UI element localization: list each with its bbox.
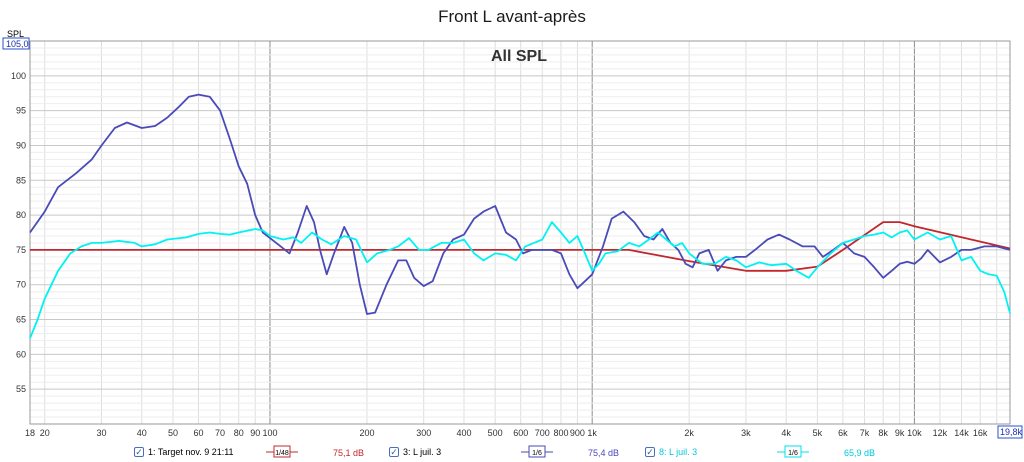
y-tick-label: 90 xyxy=(16,140,26,150)
x-tick-label: 12k xyxy=(933,428,948,438)
x-tick-label: 7k xyxy=(860,428,870,438)
checkbox-checked-icon[interactable]: ✓ xyxy=(134,446,144,457)
x-tick-label: 70 xyxy=(215,428,225,438)
y-max-box[interactable] xyxy=(2,37,30,50)
series-line-1 xyxy=(30,221,1011,272)
chart-title: All SPL xyxy=(491,48,547,65)
x-tick-label: 400 xyxy=(456,428,471,438)
y-tick-label: 80 xyxy=(16,210,26,220)
smoothing-label: 1/6 xyxy=(532,450,542,457)
x-tick-label: 1k xyxy=(587,428,597,438)
y-tick-label: 100 xyxy=(11,71,26,81)
x-max-value[interactable]: 19,8k xyxy=(1000,427,1023,437)
x-tick-label: 20 xyxy=(40,428,50,438)
x-tick-label: 18 xyxy=(25,428,35,438)
legend-item-l-juil-3-a[interactable]: ✓ 3: L juil. 3 xyxy=(389,447,441,457)
y-axis: SPL 105,0 55 60 65 70 75 80 85 90 95 100 xyxy=(2,29,30,394)
y-tick-label: 75 xyxy=(16,245,26,255)
legend-series-name: 1: Target nov. 9 21:11 xyxy=(148,447,234,457)
x-max-box[interactable] xyxy=(997,425,1023,439)
series xyxy=(29,93,1011,339)
x-tick-label: 30 xyxy=(96,428,106,438)
x-tick-label: 50 xyxy=(168,428,178,438)
x-tick-label: 300 xyxy=(416,428,431,438)
grid xyxy=(30,41,1010,424)
plot-frame xyxy=(29,40,1011,425)
x-tick-label: 900 xyxy=(570,428,585,438)
x-tick-label: 80 xyxy=(234,428,244,438)
x-tick-label: 10k xyxy=(907,428,922,438)
y-tick-label: 60 xyxy=(16,349,26,359)
legend-item-target[interactable]: ✓ 1: Target nov. 9 21:11 xyxy=(134,447,234,457)
y-tick-label: 85 xyxy=(16,175,26,185)
smoothing-selector-target[interactable]: 1/48 xyxy=(266,445,298,458)
smoothing-selector-l-juil-3-b[interactable]: 1/6 xyxy=(777,445,809,458)
x-tick-label: 5k xyxy=(813,428,823,438)
spl-chart[interactable]: SPL 105,0 55 60 65 70 75 80 85 90 95 100 18 20 30 40… xyxy=(0,0,1024,444)
legend-item-l-juil-3-b[interactable]: ✓ 8: L juil. 3 xyxy=(645,447,697,457)
x-tick-label: 600 xyxy=(513,428,528,438)
x-tick-label: 8k xyxy=(878,428,888,438)
checkbox-checked-icon[interactable]: ✓ xyxy=(389,446,399,457)
x-tick-label: 700 xyxy=(535,428,550,438)
smoothing-selector-l-juil-3-a[interactable]: 1/6 xyxy=(521,445,553,458)
smoothing-label: 1/6 xyxy=(788,450,798,457)
x-tick-label: 40 xyxy=(137,428,147,438)
x-tick-label: 800 xyxy=(553,428,568,438)
x-tick-label: 16k xyxy=(973,428,988,438)
checkbox-checked-icon[interactable]: ✓ xyxy=(645,446,655,457)
x-axis: 18 20 30 40 50 60 70 80 90 100 200 300 400 500 600 700 8… xyxy=(25,428,988,438)
legend-series-value: 65,9 dB xyxy=(844,448,876,458)
window-title: Front L avant-après xyxy=(438,7,586,26)
y-tick-label: 95 xyxy=(16,106,26,116)
x-tick-label: 6k xyxy=(838,428,848,438)
x-tick-label: 4k xyxy=(781,428,791,438)
series-line-3 xyxy=(29,221,1011,339)
y-axis-label: SPL xyxy=(7,29,24,39)
legend-series-value: 75,4 dB xyxy=(588,448,620,458)
series-line-2 xyxy=(29,93,1011,315)
x-tick-label: 100 xyxy=(262,428,277,438)
x-tick-label: 500 xyxy=(488,428,503,438)
legend: ✓ 1: Target nov. 9 21:11 1/48 75,1 dB ✓ … xyxy=(0,444,1024,462)
smoothing-label: 1/48 xyxy=(275,450,289,457)
legend-series-name: 8: L juil. 3 xyxy=(659,447,698,457)
x-tick-label: 200 xyxy=(359,428,374,438)
y-tick-label: 65 xyxy=(16,315,26,325)
y-max-value[interactable]: 105,0 xyxy=(6,39,29,49)
x-tick-label: 90 xyxy=(250,428,260,438)
y-tick-label: 70 xyxy=(16,280,26,290)
legend-series-name: 3: L juil. 3 xyxy=(403,447,442,457)
x-tick-label: 60 xyxy=(193,428,203,438)
y-tick-label: 55 xyxy=(16,384,26,394)
x-tick-label: 9k xyxy=(895,428,905,438)
legend-series-value: 75,1 dB xyxy=(333,448,365,458)
x-tick-label: 2k xyxy=(684,428,694,438)
x-tick-label: 3k xyxy=(741,428,751,438)
x-tick-label: 14k xyxy=(954,428,969,438)
